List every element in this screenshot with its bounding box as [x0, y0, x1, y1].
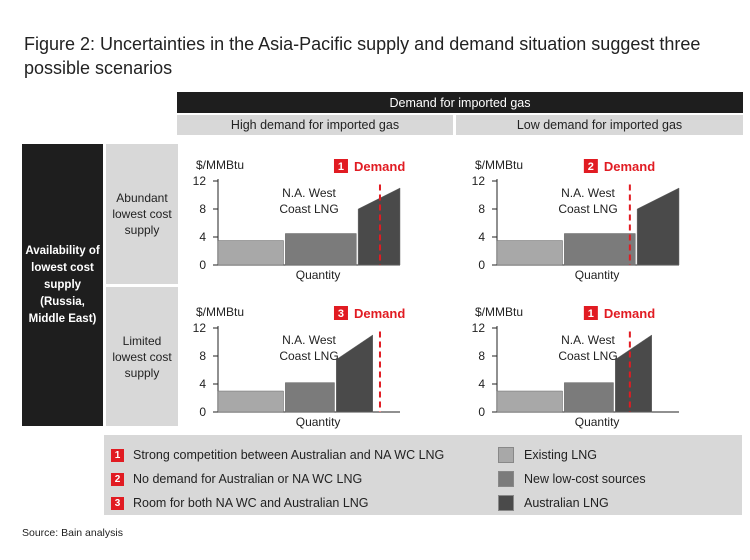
y-axis-label: $/MMBtu [475, 305, 523, 319]
legend-supply-label: Australian LNG [524, 496, 609, 510]
row-header-abundant: Abundant lowest cost supply [106, 144, 178, 284]
scenario-number: 1 [588, 308, 594, 320]
column-header-low-demand: Low demand for imported gas [456, 115, 743, 135]
y-tick-label: 4 [199, 230, 206, 244]
y-tick-label: 8 [199, 202, 206, 216]
y-tick-label: 8 [478, 202, 485, 216]
y-tick-label: 0 [199, 405, 206, 419]
scenario-number-badge [583, 159, 598, 173]
legend-scenario-2: 2 No demand for Australian or NA WC LNG [111, 472, 362, 486]
legend-scenario-text: Room for both NA WC and Australian LNG [133, 496, 369, 510]
y-tick-label: 12 [472, 321, 486, 335]
figure-title: Figure 2: Uncertainties in the Asia-Paci… [24, 34, 701, 78]
scenario-number-badge: 1 [111, 448, 124, 462]
annotation-na-west-coast-lng: N.A. West Coast LNG [279, 333, 338, 363]
supply-block-new-low-cost [564, 382, 614, 413]
demand-label: Demand [604, 306, 655, 321]
y-tick-label: 12 [193, 321, 207, 335]
supply-block-existing-lng [496, 390, 563, 413]
y-tick-label: 12 [472, 174, 486, 188]
supply-block-existing-lng [217, 390, 284, 413]
scenario-number-badge: 3 [111, 496, 124, 510]
supply-block-existing-lng [217, 240, 284, 266]
annotation-na-west-coast-lng: N.A. West Coast LNG [279, 186, 338, 216]
x-axis-label: Quantity [296, 415, 341, 429]
supply-block-new-low-cost [564, 233, 636, 266]
scenario-chart-panel: $/MMBtu 0 4 8 12 1 Demand N.A. West Coast LNG Qua… [193, 158, 406, 282]
y-tick-label: 4 [478, 230, 485, 244]
supply-block-new-low-cost [285, 382, 335, 413]
legend: 1 Strong competition between Australian … [104, 435, 742, 515]
legend-supply-label: New low-cost sources [524, 472, 646, 486]
legend-supply-label: Existing LNG [524, 448, 597, 462]
y-tick-label: 8 [478, 349, 485, 363]
y-tick-label: 12 [193, 174, 207, 188]
x-axis-label: Quantity [575, 415, 620, 429]
y-axis-label: $/MMBtu [475, 158, 523, 172]
scenario-number-badge: 2 [111, 472, 124, 486]
demand-label: Demand [604, 159, 655, 174]
supply-block-new-low-cost [285, 233, 357, 266]
legend-scenario-text: Strong competition between Australian an… [133, 448, 445, 462]
scenario-chart-panel: $/MMBtu 0 4 8 12 1 Demand N.A. West Coast LNG Qua… [472, 305, 679, 429]
scenario-number-badge [333, 159, 348, 173]
y-axis-label: $/MMBtu [196, 158, 244, 172]
demand-label: Demand [354, 306, 405, 321]
scenario-number-badge [583, 306, 598, 320]
legend-existing-lng: Existing LNG [498, 447, 597, 463]
legend-scenario-text: No demand for Australian or NA WC LNG [133, 472, 363, 486]
row-header-limited: Limited lowest cost supply [106, 287, 178, 426]
column-header-high-demand: High demand for imported gas [177, 115, 453, 135]
demand-label: Demand [354, 159, 405, 174]
x-axis-label: Quantity [575, 268, 620, 282]
y-tick-label: 0 [478, 258, 485, 272]
y-tick-label: 0 [478, 405, 485, 419]
x-axis-label: Quantity [296, 268, 341, 282]
y-tick-label: 4 [478, 377, 485, 391]
y-tick-label: 4 [199, 377, 206, 391]
scenario-chart-panel: $/MMBtu 0 4 8 12 3 Demand N.A. West Coast LNG Qua… [193, 305, 406, 429]
supply-block-australian-lng [636, 187, 680, 266]
supply-block-existing-lng [496, 240, 563, 266]
legend-new-low-cost: New low-cost sources [498, 471, 646, 487]
scenario-number: 3 [338, 308, 344, 320]
scenario-number-badge [333, 306, 348, 320]
swatch-new-low-cost [498, 471, 514, 487]
legend-scenario-1: 1 Strong competition between Australian … [111, 448, 444, 462]
scenario-number: 1 [338, 161, 344, 173]
supply-block-australian-lng [336, 334, 373, 413]
swatch-existing-lng [498, 447, 514, 463]
scenario-number: 2 [588, 161, 594, 173]
annotation-na-west-coast-lng: N.A. West Coast LNG [558, 333, 617, 363]
supply-block-australian-lng [615, 334, 652, 413]
row-header-availability: Availability of lowest cost supply (Russ… [22, 144, 103, 426]
swatch-australian-lng [498, 495, 514, 511]
annotation-na-west-coast-lng: N.A. West Coast LNG [558, 186, 617, 216]
y-tick-label: 0 [199, 258, 206, 272]
source-note: Source: Bain analysis [22, 527, 123, 539]
legend-scenario-3: 3 Room for both NA WC and Australian LNG [111, 496, 369, 510]
legend-australian-lng: Australian LNG [498, 495, 609, 511]
column-header-demand: Demand for imported gas [177, 92, 743, 113]
y-axis-label: $/MMBtu [196, 305, 244, 319]
scenario-chart-panel: $/MMBtu 0 4 8 12 2 Demand N.A. West Coast LNG Qua… [472, 158, 680, 282]
y-tick-label: 8 [199, 349, 206, 363]
